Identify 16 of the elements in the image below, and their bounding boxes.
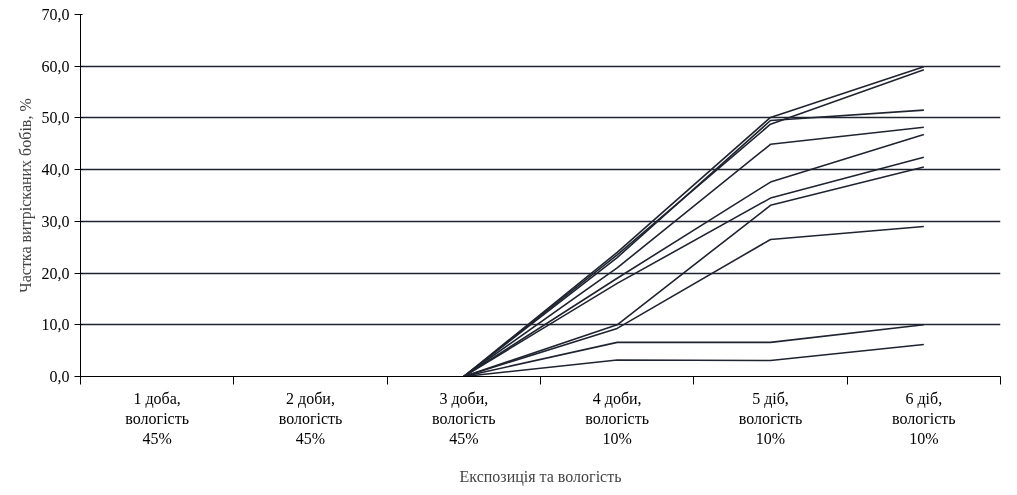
x-tick-label: 6 діб, вологість 10% [892,389,956,448]
x-tick-label: 3 доби, вологість 45% [432,389,496,448]
y-axis-title: Частка витрісканих бобів, % [16,98,35,293]
y-tick-label: 50,0 [41,109,70,127]
y-tick-label: 20,0 [41,264,70,282]
y-tick-label: 0,0 [49,368,70,385]
y-tick-label: 10,0 [41,316,70,334]
x-tick-label: 4 доби, вологість 10% [585,389,649,448]
x-tick-label: 5 діб, вологість 10% [738,389,803,448]
y-tick-label: 40,0 [41,161,70,179]
y-tick-label: 60,0 [41,57,70,75]
y-tick-label: 70,0 [41,6,70,23]
x-tick-label: 2 доби, вологість 45% [278,389,343,448]
x-axis-title: Експозиція та вологість [459,468,622,487]
y-tick-label: 30,0 [41,212,70,230]
x-tick-label: 1 доба, вологість 45% [125,389,189,448]
